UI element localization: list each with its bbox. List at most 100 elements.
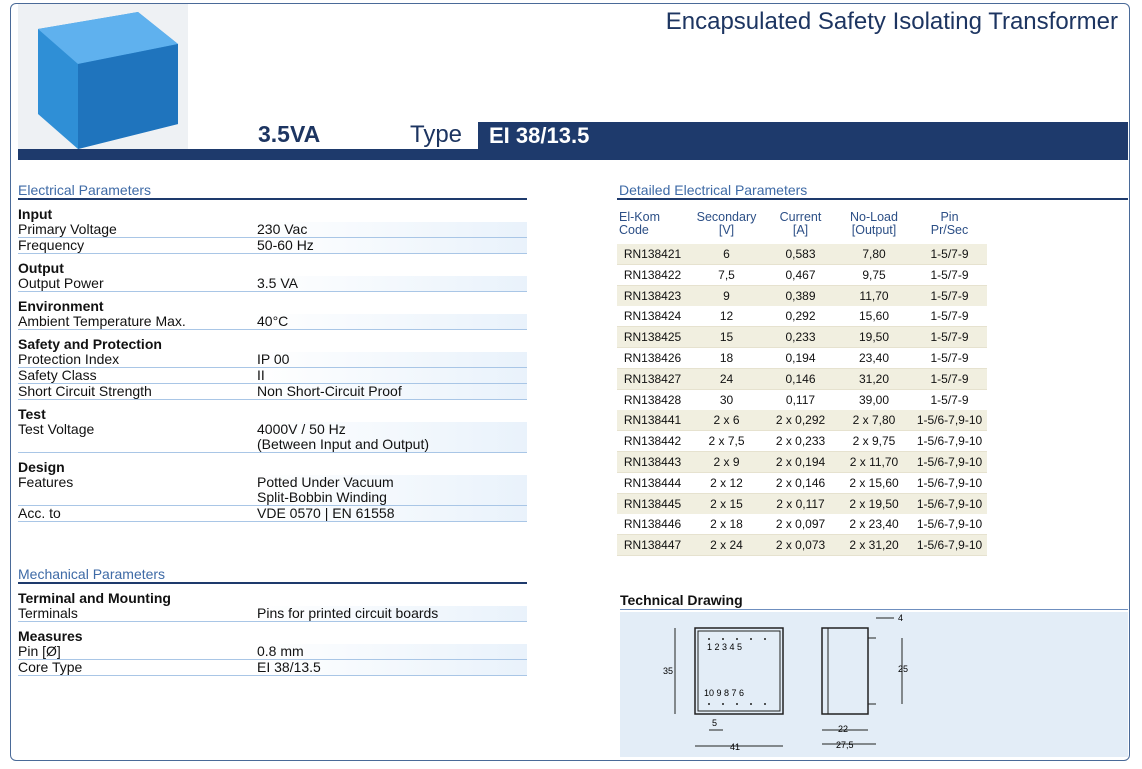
section-heading: Electrical Parameters (18, 182, 152, 198)
param-value-line: 50-60 Hz (257, 237, 314, 253)
drawing-line (750, 703, 752, 705)
table-cell: RN138447 (623, 538, 682, 553)
table-cell: 9 (723, 288, 730, 303)
dimension-label: 27,5 (836, 740, 854, 750)
drawing-line (821, 627, 869, 715)
title: Encapsulated Safety Isolating Transforme… (665, 8, 1118, 35)
table-cell: 0,117 (785, 392, 816, 407)
table-cell: 2 x 15,60 (849, 475, 899, 490)
table-cell: 1-5/7-9 (930, 351, 969, 365)
table-cell: 2 x 0,233 (775, 434, 826, 449)
table-cell: RN138427 (623, 371, 682, 386)
column-header-line: Code (619, 223, 649, 237)
table-row (617, 431, 987, 453)
table-cell: RN138441 (623, 413, 682, 428)
param-row: Core Type EI 38/13.5 (18, 660, 527, 676)
table-cell: 0,292 (785, 309, 816, 324)
param-row: Short Circuit Strength Non Short-Circuit … (18, 384, 527, 400)
table-cell: RN138424 (623, 309, 682, 324)
table-cell: 1-5/6-7,9-10 (916, 455, 983, 469)
table-cell: 1-5/6-7,9-10 (916, 538, 983, 553)
column-header-line: [Output] (851, 223, 897, 237)
column-header: Pin Pr/Sec (912, 211, 987, 237)
table-row (617, 348, 987, 369)
column-header-line: Pr/Sec (930, 223, 969, 237)
table-cell: 2 x 11,70 (849, 455, 899, 469)
group-title: Test (18, 406, 46, 422)
table-row (617, 514, 987, 536)
table-row (617, 285, 987, 307)
drawing-line (722, 638, 724, 640)
page-frame (10, 3, 1130, 761)
dimension-label: 5 (712, 718, 717, 728)
table-cell: 2 x 7,80 (852, 413, 896, 428)
param-value-line: VDE 0570 | EN 61558 (257, 505, 395, 521)
section-rule (18, 582, 527, 584)
param-value: II (257, 368, 527, 383)
param-value: Potted Under Vacuum Split-Bobbin Winding (257, 475, 527, 505)
table-cell: 0,194 (785, 351, 816, 365)
dimension-label: 4 (898, 613, 903, 623)
param-value: IP 00 (257, 352, 527, 367)
param-label: Features (18, 474, 74, 490)
param-value-line: Non Short-Circuit Proof (257, 383, 402, 399)
param-row: Acc. to VDE 0570 | EN 61558 (18, 506, 527, 522)
table-cell: 0,146 (785, 371, 816, 386)
dimension-label: 41 (730, 742, 740, 752)
param-row: Primary Voltage 230 Vac (18, 222, 527, 238)
param-value-line: EI 38/13.5 (257, 659, 321, 675)
param-value-line: 230 Vac (257, 221, 308, 237)
type-label: Type (410, 121, 463, 148)
drawing-line (697, 630, 781, 712)
table-cell: 7,80 (862, 247, 886, 261)
group-title: Environment (18, 298, 104, 314)
section-rule (617, 198, 1128, 200)
param-label: Terminals (18, 605, 78, 621)
column-header-line: Current (779, 210, 822, 224)
drawing-line (764, 703, 766, 705)
table-cell: 11,70 (859, 288, 889, 303)
param-value-line: 0.8 mm (257, 643, 304, 659)
table-row (617, 452, 987, 473)
table-cell: RN138428 (623, 392, 682, 407)
table-cell: 2 x 31,20 (849, 538, 899, 553)
param-label: Ambient Temperature Max. (18, 313, 186, 329)
param-label: Frequency (18, 237, 85, 253)
table-cell: 2 x 0,194 (775, 455, 826, 469)
table-row (617, 472, 987, 494)
param-value: Pins for printed circuit boards (257, 606, 527, 621)
param-value: EI 38/13.5 (257, 660, 527, 675)
param-value: VDE 0570 | EN 61558 (257, 506, 527, 521)
table-cell: 2 x 12 (710, 475, 743, 490)
table-cell: 2 x 9 (713, 455, 740, 469)
column-header: Secondary [V] (688, 211, 765, 237)
table-cell: 2 x 0,146 (775, 475, 826, 490)
group-title: Terminal and Mounting (18, 590, 171, 606)
section-heading: Detailed Electrical Parameters (619, 182, 808, 198)
param-row: Terminals Pins for printed circuit boards (18, 606, 527, 622)
column-header: Current [A] (765, 211, 836, 237)
table-row (617, 264, 987, 286)
table-cell: 15,60 (858, 309, 890, 324)
table-cell: RN138443 (623, 455, 682, 469)
electrical-section: Electrical Parameters Input Primary Voltag… (18, 182, 527, 522)
table-cell: 15 (719, 330, 734, 345)
column-header-line: [V] (718, 223, 735, 237)
drawing-line (750, 638, 752, 640)
param-value: Non Short-Circuit Proof (257, 384, 527, 399)
param-row: Pin [Ø] 0.8 mm (18, 644, 527, 660)
param-row: Test Voltage 4000V / 50 Hz (Between Input … (18, 422, 527, 453)
param-value-line: II (257, 367, 265, 383)
table-cell: 2 x 23,40 (849, 517, 899, 532)
param-row: Output Power 3.5 VA (18, 276, 527, 292)
header-bar (18, 149, 1128, 160)
table-cell: RN138445 (623, 496, 682, 511)
param-value-line: (Between Input and Output) (257, 436, 429, 452)
table-cell: 0,389 (785, 288, 816, 303)
drawing-box (620, 612, 1128, 757)
drawing-line (736, 703, 738, 705)
param-label: Short Circuit Strength (18, 383, 152, 399)
column-header: El-Kom Code (619, 211, 690, 237)
table-cell: RN138426 (623, 351, 682, 365)
